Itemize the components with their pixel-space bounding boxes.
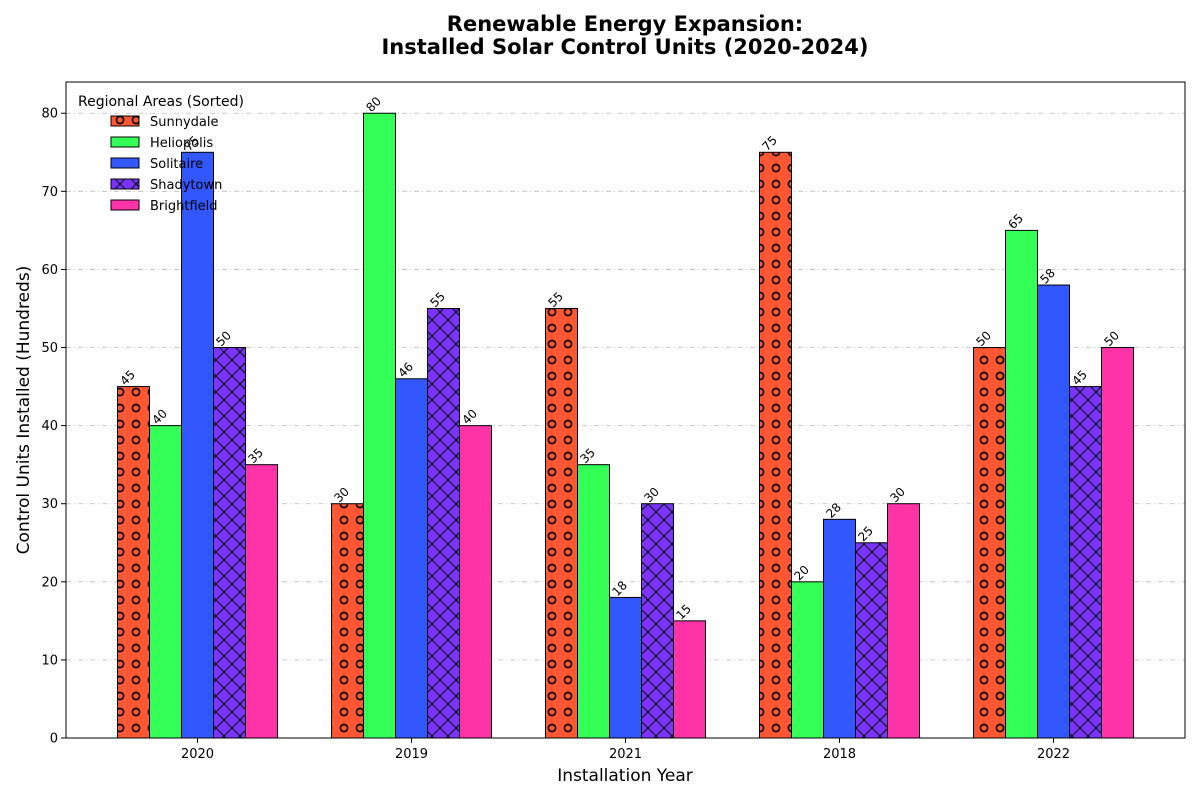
- value-label: 15: [673, 602, 694, 623]
- value-label: 35: [577, 445, 598, 466]
- bar-solitaire: [1037, 285, 1070, 738]
- legend-label-heliopolis: Heliopolis: [150, 136, 213, 151]
- y-tick-label: 10: [41, 653, 58, 668]
- legend-swatch-outline: [110, 178, 140, 190]
- bar-heliopolis: [363, 113, 396, 738]
- bar-heliopolis: [149, 425, 182, 738]
- x-tick-label: 2021: [609, 747, 642, 762]
- bar-hatch: [1069, 386, 1102, 738]
- bar-heliopolis: [577, 464, 610, 738]
- bar-heliopolis: [791, 581, 824, 738]
- value-label: 40: [149, 406, 170, 427]
- x-tick-label: 2019: [395, 747, 428, 762]
- legend-title: Regional Areas (Sorted): [78, 94, 244, 110]
- legend-swatch-outline: [110, 115, 140, 127]
- value-label: 50: [213, 328, 234, 349]
- value-label: 50: [1101, 328, 1122, 349]
- x-tick-label: 2022: [1037, 747, 1070, 762]
- value-label: 20: [791, 563, 812, 584]
- legend-label-brightfield: Brightfield: [150, 199, 218, 214]
- value-label: 65: [1005, 211, 1026, 232]
- value-label: 18: [609, 578, 630, 599]
- bar-hatch: [759, 152, 792, 739]
- value-label: 58: [1037, 266, 1058, 287]
- y-tick-label: 0: [50, 732, 58, 747]
- legend-swatch-outline: [110, 136, 140, 148]
- bar-hatch: [117, 386, 150, 738]
- bar-brightfield: [1101, 347, 1134, 738]
- chart-title-line-1: Renewable Energy Expansion:: [447, 12, 803, 36]
- value-label: 45: [117, 367, 138, 388]
- x-axis: 2020 2019 2021 2018 2022: [181, 738, 1070, 762]
- y-tick-label: 40: [41, 419, 58, 434]
- bar-hatch: [545, 308, 578, 738]
- x-axis-label: Installation Year: [557, 766, 693, 786]
- x-tick-label: 2018: [823, 747, 856, 762]
- bar-solitaire: [395, 378, 428, 738]
- bar-brightfield: [459, 425, 492, 738]
- value-label: 25: [855, 524, 876, 545]
- bar-brightfield: [887, 503, 920, 738]
- bar-hatch: [855, 542, 888, 738]
- bar-solitaire: [609, 597, 642, 738]
- value-label: 55: [545, 289, 566, 310]
- value-label: 45: [1069, 367, 1090, 388]
- y-tick-label: 30: [41, 497, 58, 512]
- x-tick-label: 2020: [181, 747, 214, 762]
- y-tick-label: 20: [41, 575, 58, 590]
- value-label: 80: [363, 94, 384, 115]
- legend-label-sunnydale: Sunnydale: [150, 115, 219, 130]
- y-tick-label: 50: [41, 341, 58, 356]
- value-label: 46: [395, 360, 416, 381]
- bar-hatch: [213, 347, 246, 738]
- bar-solitaire: [181, 152, 214, 739]
- bar-heliopolis: [1005, 230, 1038, 738]
- legend-label-shadytown: Shadytown: [150, 178, 222, 193]
- legend-swatch-outline: [110, 199, 140, 211]
- y-axis-label: Control Units Installed (Hundreds): [14, 266, 34, 555]
- bar-hatch: [331, 503, 364, 738]
- bar-solitaire: [823, 519, 856, 738]
- legend-swatch: [111, 200, 139, 210]
- legend-swatch-hatch: [111, 179, 139, 189]
- y-tick-label: 80: [41, 107, 58, 122]
- value-label: 75: [759, 133, 780, 154]
- value-label: 40: [459, 406, 480, 427]
- bars: [117, 112, 1134, 739]
- legend-swatch-outline: [110, 157, 140, 169]
- value-label: 50: [973, 328, 994, 349]
- bar-hatch: [427, 308, 460, 738]
- bar-brightfield: [673, 620, 706, 738]
- bar-brightfield: [245, 464, 278, 738]
- y-tick-label: 70: [41, 185, 58, 200]
- y-axis: 0 10 20 30 40 50 60 70 80: [41, 107, 66, 747]
- bar-hatch: [641, 503, 674, 738]
- value-label: 30: [641, 485, 662, 506]
- legend: Regional Areas (Sorted) Sunnydale Heliopo…: [78, 94, 244, 214]
- value-label: 28: [823, 500, 844, 521]
- legend-swatch: [111, 137, 139, 147]
- y-tick-label: 60: [41, 263, 58, 278]
- value-label: 55: [427, 289, 448, 310]
- legend-swatch: [111, 158, 139, 168]
- legend-label-solitaire: Solitaire: [150, 157, 203, 172]
- chart-title-line-2: Installed Solar Control Units (2020-2024…: [381, 35, 868, 59]
- value-label: 30: [887, 485, 908, 506]
- value-label: 30: [331, 485, 352, 506]
- bar-hatch: [973, 347, 1006, 738]
- legend-swatch-hatch: [111, 116, 139, 126]
- value-label: 35: [245, 445, 266, 466]
